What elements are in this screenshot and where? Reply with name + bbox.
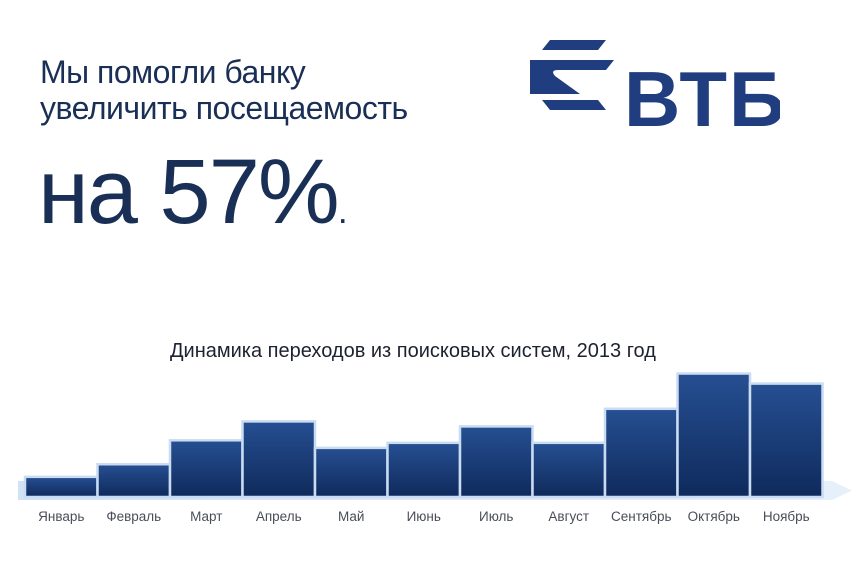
headline-line-2: увеличить посещаемость [40, 90, 408, 126]
bar-1 [23, 475, 99, 499]
chart-title: Динамика переходов из поисковых систем, … [170, 340, 656, 362]
bar-7 [458, 425, 534, 499]
stat-suffix: . [337, 190, 348, 231]
x-tick-label: Июнь [407, 509, 441, 524]
x-tick-label: Апрель [256, 509, 302, 524]
bar-9 [603, 407, 679, 499]
bar-2 [96, 462, 172, 499]
bar-10 [676, 372, 752, 499]
x-tick-label: Март [190, 509, 222, 524]
vtb-logo-text: ВТБ [624, 55, 780, 136]
vtb-logo: ВТБ [530, 40, 780, 136]
x-tick-label: Февраль [106, 509, 161, 524]
stat-number: 57% [159, 141, 340, 243]
bar-4 [241, 420, 317, 499]
bar-6 [386, 441, 462, 499]
x-tick-label: Январь [38, 509, 84, 524]
bar-3 [168, 439, 244, 499]
headline: Мы помогли банку увеличить посещаемость [40, 54, 510, 126]
stat-value: на 57%. [38, 142, 348, 261]
x-tick-label: Октябрь [688, 509, 740, 524]
bar-8 [531, 441, 607, 499]
bar-11 [748, 382, 824, 499]
x-tick-label: Ноябрь [763, 509, 810, 524]
bar-chart: Январь Февраль Март Апрель Май Июнь Июль Август… [18, 372, 852, 524]
bar-5 [313, 446, 389, 499]
vtb-logo-icon [530, 40, 614, 110]
x-tick-label: Сентябрь [611, 509, 671, 524]
x-tick-label: Май [338, 509, 364, 524]
headline-line-1: Мы помогли банку [40, 54, 306, 90]
x-tick-label: Август [548, 509, 589, 524]
stat-prefix: на [38, 141, 138, 243]
x-tick-label: Июль [479, 509, 513, 524]
